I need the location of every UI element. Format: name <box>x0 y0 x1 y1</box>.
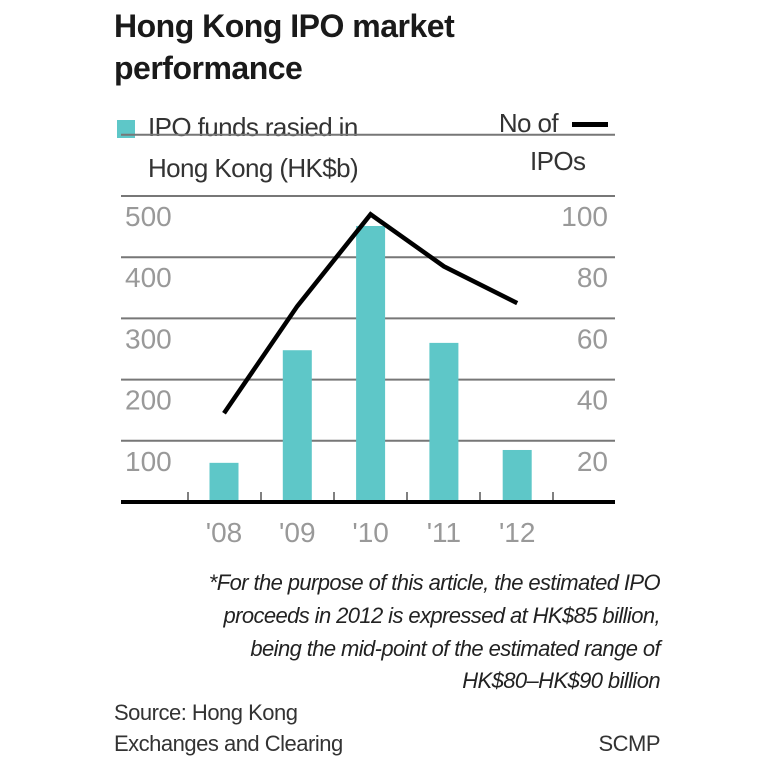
legend-line-swatch <box>572 122 608 127</box>
legend-bar-label-1: IPO funds rasied in <box>148 112 358 142</box>
chart-title-line-2: performance <box>114 50 303 86</box>
note-line-2: proceeds in 2012 is expressed at HK$85 b… <box>223 603 660 628</box>
chart-title-line-1: Hong Kong IPO market <box>114 8 455 44</box>
right-tick-label: 100 <box>561 201 608 232</box>
legend-bar-swatch <box>117 120 135 138</box>
left-tick-label: 300 <box>125 323 172 354</box>
bar-09 <box>282 350 312 502</box>
x-tick-label: '11 <box>427 517 461 548</box>
x-tick-label: '09 <box>279 517 316 548</box>
note-line-1: *For the purpose of this article, the es… <box>208 570 661 595</box>
note-line-4: HK$80–HK$90 billion <box>462 668 660 693</box>
legend-line-label-1: No of <box>498 108 559 138</box>
bar-12 <box>502 449 532 502</box>
left-tick-label: 200 <box>125 385 172 416</box>
legend-bar-label-2: Hong Kong (HK$b) <box>148 153 359 183</box>
right-tick-label: 80 <box>577 262 608 293</box>
left-tick-label: 100 <box>125 446 172 477</box>
bar-11 <box>429 342 459 502</box>
x-tick-label: '08 <box>206 517 243 548</box>
note-line-3: being the mid-point of the estimated ran… <box>250 636 660 661</box>
x-tick-label: '12 <box>499 517 536 548</box>
bar-08 <box>209 462 239 502</box>
source-line-1: Source: Hong Kong <box>114 700 298 725</box>
right-tick-label: 40 <box>577 385 608 416</box>
right-tick-label: 20 <box>577 446 608 477</box>
bar-10 <box>356 225 386 502</box>
left-tick-label: 400 <box>125 262 172 293</box>
right-tick-label: 60 <box>577 323 608 354</box>
left-tick-label: 500 <box>125 201 172 232</box>
source-line-2: Exchanges and Clearing <box>114 731 343 756</box>
legend-line-label-2: IPOs <box>530 146 586 176</box>
ipo-count-line <box>222 211 519 415</box>
credit: SCMP <box>598 731 660 756</box>
x-tick-label: '10 <box>352 517 389 548</box>
